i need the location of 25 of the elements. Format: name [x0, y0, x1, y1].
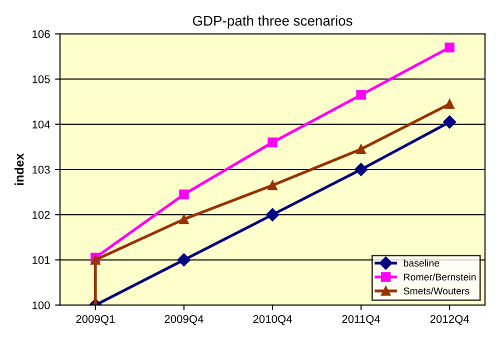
y-tick-label: 101: [32, 256, 50, 264]
x-tick-label: 2009Q4: [164, 315, 204, 325]
point: [354, 162, 368, 176]
y-tick-label: 102: [32, 210, 50, 219]
point: [442, 115, 456, 129]
legend-label: Smets/Wouters: [404, 287, 470, 294]
y-axis-title: index: [14, 153, 24, 185]
y-tick-label: 100: [32, 301, 50, 310]
point: [444, 42, 454, 52]
x-tick-label: 2011Q4: [342, 315, 380, 325]
legend-label: baseline: [404, 259, 440, 267]
y-tick-label: 105: [32, 75, 50, 84]
point: [268, 138, 278, 148]
point: [266, 208, 280, 222]
y-tick-label: 103: [32, 166, 50, 174]
chart-title: GDP-path three scenarios: [192, 16, 352, 28]
y-tick-label: 106: [32, 30, 50, 38]
x-tick-label: 2009Q1: [76, 315, 115, 325]
legend-label: Romer/Bernstein: [404, 273, 476, 281]
point: [177, 253, 191, 266]
x-tick-label: 2012Q4: [430, 315, 470, 325]
x-tick-label: 2010Q4: [253, 315, 292, 325]
point: [179, 190, 189, 200]
y-tick-label: 104: [32, 120, 50, 128]
point: [356, 90, 366, 100]
